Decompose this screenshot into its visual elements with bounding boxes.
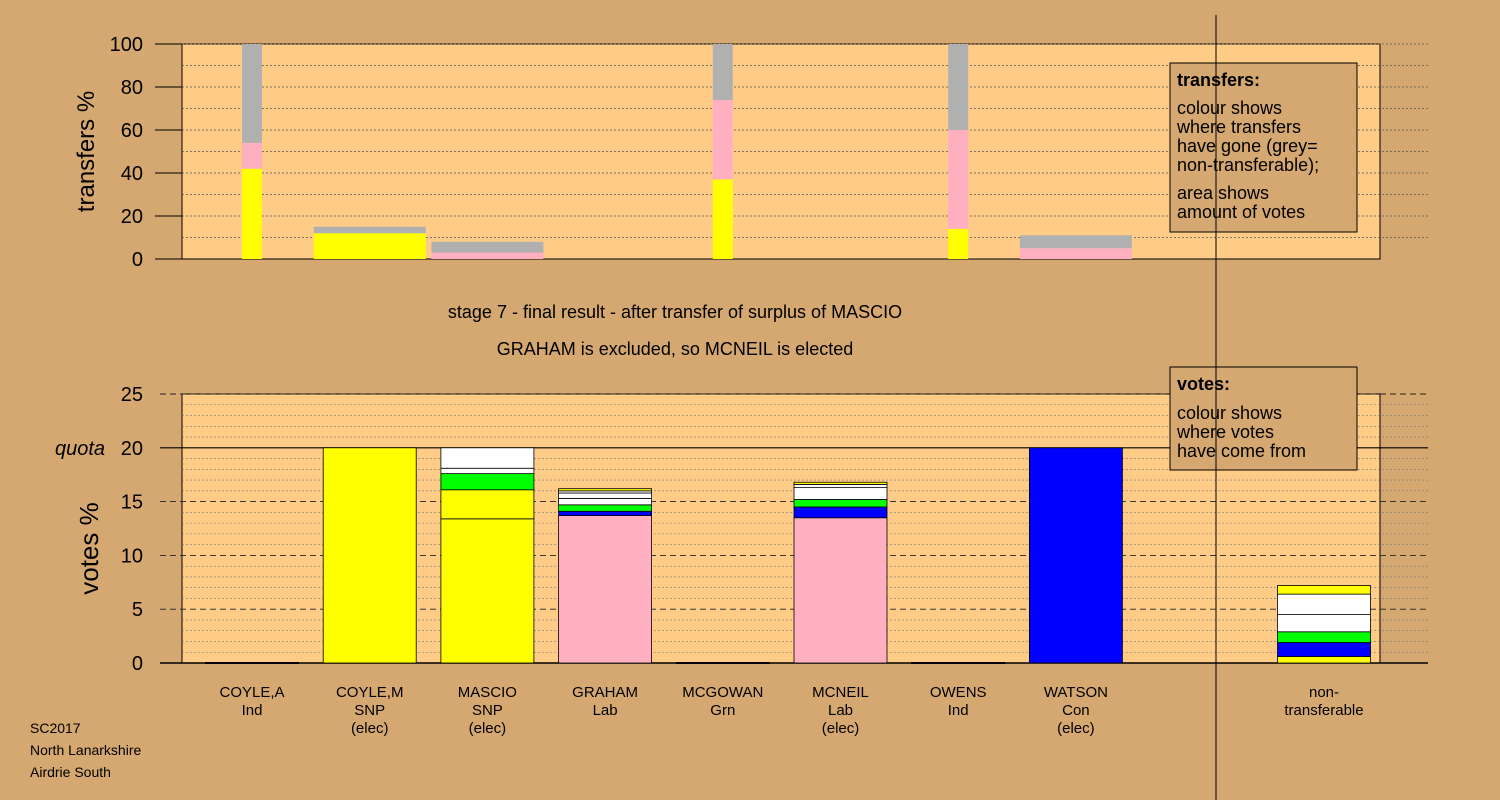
candidate-bar-segment	[558, 510, 652, 516]
nontransferable-label: transferable	[1284, 702, 1363, 719]
transfer-bar-segment	[948, 228, 969, 259]
transfer-bar-segment	[313, 233, 426, 259]
transfers-axis-label: transfers %	[73, 91, 100, 212]
candidate-party: Ind	[948, 702, 969, 719]
candidate-bar-segment	[793, 517, 888, 664]
votes-legend-title: votes:	[1177, 374, 1230, 394]
votes-legend-box	[1169, 366, 1358, 471]
votes-tick-label: 10	[121, 545, 143, 567]
candidate-status: (elec)	[469, 720, 507, 737]
candidate-party: Ind	[242, 702, 263, 719]
footer-line-1: SC2017	[30, 720, 81, 736]
nontransferable-bar-segment	[1277, 614, 1371, 633]
candidate-bar-segment	[1029, 447, 1123, 664]
transfer-bar-segment	[1019, 235, 1132, 249]
transfers-tick-label: 100	[110, 34, 143, 56]
candidate-bar-segment	[793, 481, 888, 485]
nontransferable-bar-segment	[1277, 585, 1371, 595]
candidate-party: SNP	[354, 702, 385, 719]
candidate-status: (elec)	[351, 720, 389, 737]
transfers-tick-label: 0	[132, 249, 143, 271]
candidate-party: Lab	[593, 702, 618, 719]
nontransferable-bar-segment	[1277, 631, 1371, 643]
nontransferable-bar-segment	[1277, 593, 1371, 615]
transfers-legend-line: where transfers	[1176, 117, 1301, 137]
candidate-bar-segment	[440, 473, 535, 491]
transfers-panel: 0 20 40 60 80 100 transfers % transfers: colour …	[73, 34, 1428, 271]
transfer-bar-segment	[712, 179, 733, 259]
transfer-bar-segment	[712, 99, 733, 180]
candidate-status: (elec)	[822, 720, 860, 737]
candidate-bar-segment	[558, 488, 652, 492]
candidate-party: Lab	[828, 702, 853, 719]
candidate-name: MCGOWAN	[682, 684, 763, 701]
votes-legend-line: colour shows	[1177, 403, 1282, 423]
candidate-name: OWENS	[930, 684, 987, 701]
footer-line-3: Airdrie South	[30, 764, 111, 780]
candidate-bar-segment	[440, 447, 535, 469]
transfer-bar-segment	[948, 44, 969, 130]
transfer-bar-segment	[242, 44, 262, 143]
transfer-bar-segment	[948, 130, 969, 229]
transfer-bar-segment	[712, 44, 733, 100]
candidate-bar-segment	[558, 497, 652, 506]
votes-tick-label: 0	[132, 653, 143, 675]
candidate-bar-segment	[793, 506, 888, 519]
candidate-bar-segment	[793, 487, 888, 500]
transfer-bar-segment	[313, 226, 426, 234]
candidate-party: Grn	[710, 702, 735, 719]
candidate-party: Con	[1062, 702, 1090, 719]
candidate-name: MASCIO	[458, 684, 517, 701]
quota-label: quota	[55, 438, 105, 460]
transfers-tick-label: 80	[121, 77, 143, 99]
transfer-bar-segment	[242, 168, 262, 259]
votes-tick-label: 25	[121, 384, 143, 406]
candidate-bar-segment	[440, 467, 535, 475]
votes-legend-line: have come from	[1177, 441, 1306, 461]
transfers-legend-title: transfers:	[1177, 70, 1260, 90]
transfers-legend-line: non-transferable);	[1177, 155, 1319, 175]
transfers-tick-label: 60	[121, 120, 143, 142]
votes-tick-label: 20	[121, 438, 143, 460]
candidate-bar-segment	[440, 489, 535, 520]
candidate-status: (elec)	[1057, 720, 1095, 737]
candidate-bar-segment	[558, 504, 652, 512]
transfers-tick-label: 40	[121, 163, 143, 185]
candidate-name: WATSON	[1044, 684, 1108, 701]
candidate-name: GRAHAM	[572, 684, 638, 701]
transfers-legend-line: amount of votes	[1177, 202, 1305, 222]
nontransferable-label: non-	[1309, 684, 1339, 701]
transfers-legend-line: colour shows	[1177, 98, 1282, 118]
candidate-bar-segment	[322, 447, 417, 664]
nontransferable-bar-segment	[1277, 656, 1371, 664]
votes-tick-label: 15	[121, 492, 143, 514]
candidate-name: COYLE,A	[219, 684, 284, 701]
transfer-bar-segment	[1019, 248, 1132, 259]
transfers-tick-label: 20	[121, 206, 143, 228]
nontransferable-bar-segment	[1277, 642, 1371, 657]
transfer-bar-segment	[431, 252, 544, 259]
candidate-bar-segment	[558, 492, 652, 499]
votes-axis-label: votes %	[74, 502, 104, 595]
transfer-bar-segment	[431, 241, 544, 253]
stage-title: stage 7 - final result - after transfer …	[448, 302, 902, 322]
candidate-bar-segment	[558, 515, 652, 664]
candidate-party: SNP	[472, 702, 503, 719]
candidate-bar-segment	[793, 483, 888, 489]
candidate-name: COYLE,M	[336, 684, 404, 701]
candidate-name: MCNEIL	[812, 684, 869, 701]
transfer-bar-segment	[242, 142, 262, 169]
candidate-bar-segment	[793, 499, 888, 508]
transfers-legend-line: have gone (grey=	[1177, 136, 1318, 156]
stage-subtitle: GRAHAM is excluded, so MCNEIL is elected	[497, 339, 853, 359]
candidate-bar-segment	[440, 518, 535, 664]
votes-legend-line: where votes	[1176, 422, 1274, 442]
votes-tick-label: 5	[132, 599, 143, 621]
transfers-legend-line: area shows	[1177, 183, 1269, 203]
footer-line-2: North Lanarkshire	[30, 742, 141, 758]
transfers-legend-box	[1169, 62, 1358, 233]
